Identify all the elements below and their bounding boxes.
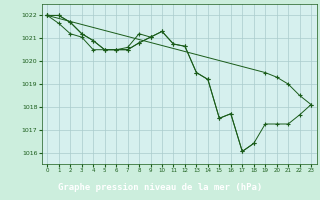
Text: Graphe pression niveau de la mer (hPa): Graphe pression niveau de la mer (hPa) xyxy=(58,183,262,192)
